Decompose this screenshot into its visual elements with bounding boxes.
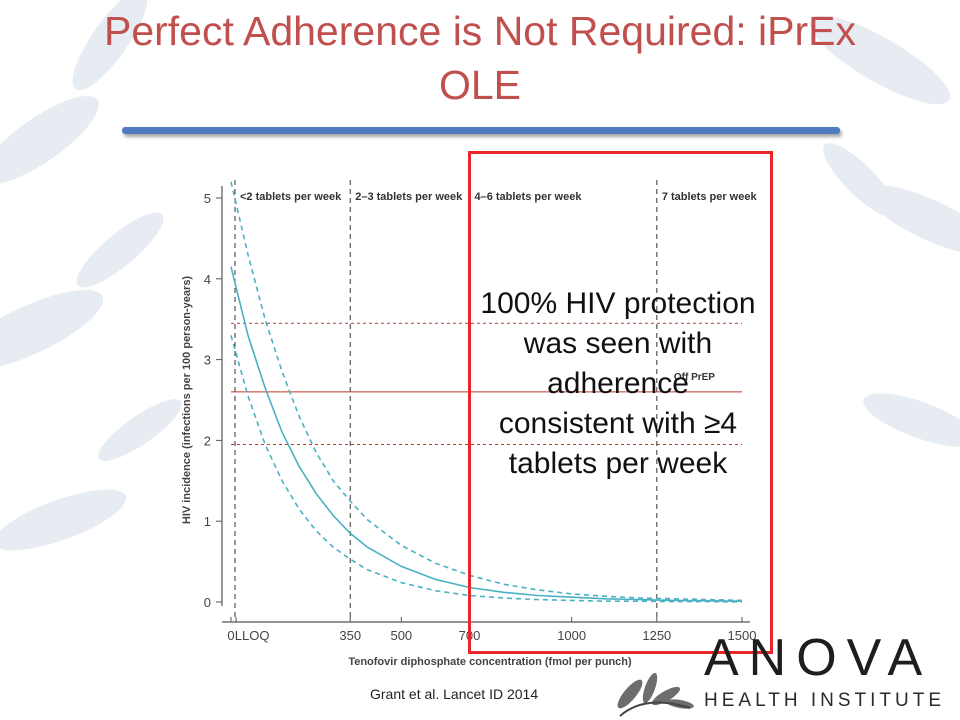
slide-title: Perfect Adherence is Not Required: iPrEx… bbox=[103, 8, 857, 108]
x-tick-label: 1250 bbox=[642, 628, 671, 643]
y-axis-label: HIV incidence (infections per 100 person… bbox=[181, 276, 193, 525]
incidence-curve bbox=[230, 335, 743, 603]
reference-line-label: Off PrEP bbox=[674, 372, 715, 383]
logo-tagline: HEALTH INSTITUTE bbox=[704, 690, 945, 711]
x-tick-label: 1000 bbox=[557, 628, 586, 643]
y-tick-label: 3 bbox=[204, 353, 211, 368]
y-tick-label: 1 bbox=[204, 514, 211, 529]
x-tick-label: LLOQ bbox=[235, 628, 270, 643]
citation: Grant et al. Lancet ID 2014 bbox=[370, 686, 539, 702]
band-label: 7 tablets per week bbox=[662, 191, 758, 203]
x-tick-label: 350 bbox=[339, 628, 361, 643]
y-tick-label: 0 bbox=[204, 595, 211, 610]
band-label: 4–6 tablets per week bbox=[474, 191, 582, 203]
x-tick-label: 500 bbox=[390, 628, 412, 643]
logo-wordmark: ANOVA bbox=[704, 629, 933, 687]
y-tick-label: 2 bbox=[204, 433, 211, 448]
highlight-box bbox=[468, 151, 773, 654]
band-label: 2–3 tablets per week bbox=[355, 191, 463, 203]
y-tick-label: 5 bbox=[204, 191, 211, 206]
incidence-curve bbox=[230, 266, 743, 602]
x-tick-label: 1500 bbox=[728, 628, 757, 643]
title-underline bbox=[122, 127, 840, 134]
x-tick-label: 0 bbox=[227, 628, 234, 643]
x-axis-label: Tenofovir diphosphate concentration (fmo… bbox=[348, 656, 632, 668]
callout-text: 100% HIV protection was seen with adhere… bbox=[480, 287, 756, 480]
logo-leaf-icon bbox=[617, 672, 694, 717]
band-label: <2 tablets per week bbox=[240, 191, 342, 203]
y-tick-label: 4 bbox=[204, 272, 211, 287]
